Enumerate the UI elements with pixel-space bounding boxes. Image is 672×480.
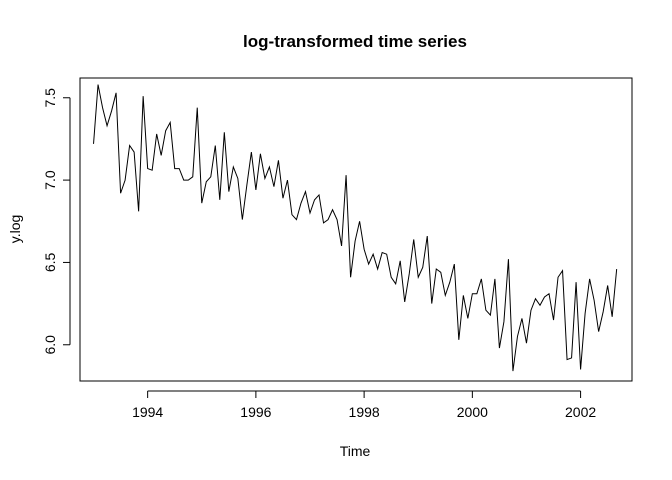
y-tick-label: 7.5 [42, 88, 58, 108]
y-axis-label: y.log [7, 215, 23, 244]
x-tick-label: 1996 [240, 404, 271, 420]
chart-title: log-transformed time series [243, 32, 467, 51]
series-line-y-log [93, 84, 618, 372]
plot-frame [79, 77, 633, 382]
x-tick-label: 1994 [132, 404, 163, 420]
y-tick-label: 7.0 [42, 170, 58, 190]
x-axis: 1994 1996 1998 2000 2002 [132, 390, 596, 420]
x-axis-label: Time [340, 443, 371, 459]
x-tick-label: 2000 [457, 404, 488, 420]
x-tick-label: 2002 [565, 404, 596, 420]
y-axis: 6.0 6.5 7.0 7.5 [42, 88, 71, 355]
y-tick-label: 6.0 [42, 335, 58, 355]
x-tick-label: 1998 [349, 404, 380, 420]
y-tick-label: 6.5 [42, 252, 58, 272]
